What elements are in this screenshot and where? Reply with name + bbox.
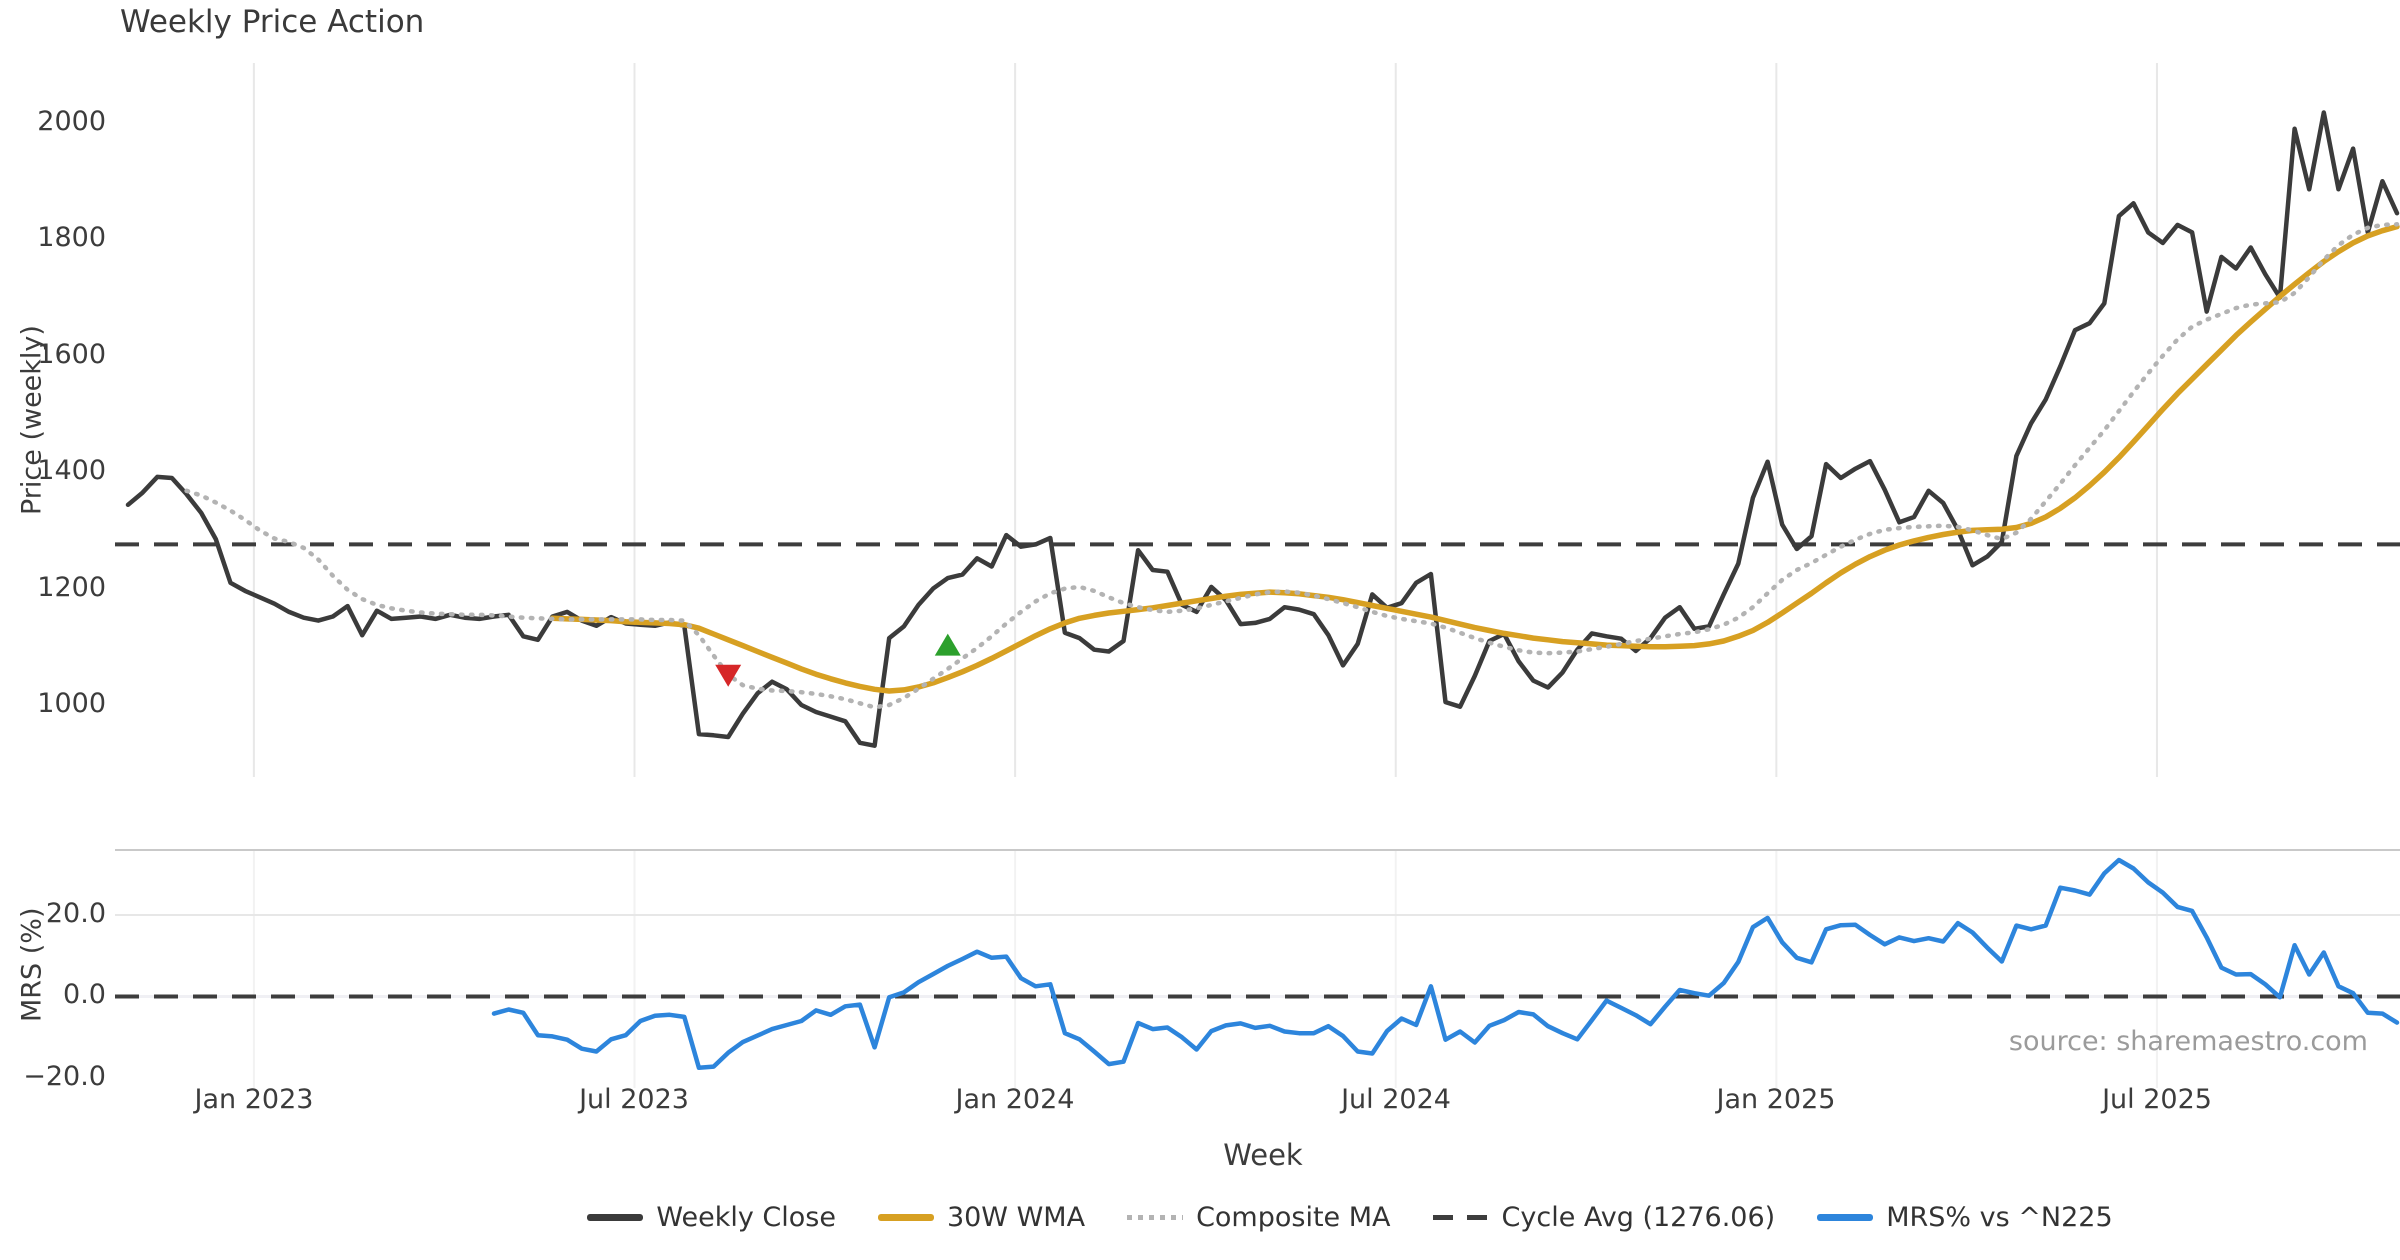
composite-ma-line bbox=[184, 222, 2400, 710]
x-tick-label-jul2025: Jul 2025 bbox=[2102, 1084, 2212, 1115]
buy-marker-icon bbox=[934, 633, 961, 656]
y-tick-label-1600: 1600 bbox=[37, 339, 106, 370]
legend-item-30w-wma: 30W WMA bbox=[877, 1202, 1086, 1233]
30w-wma-line bbox=[549, 223, 2400, 694]
legend-label: MRS% vs ^N225 bbox=[1886, 1202, 2113, 1233]
mrs-swatch-icon bbox=[1817, 1214, 1874, 1221]
legend-item-composite-ma: Composite MA bbox=[1127, 1202, 1391, 1233]
wma-swatch-icon bbox=[877, 1214, 934, 1221]
legend-label: Cycle Avg (1276.06) bbox=[1501, 1202, 1776, 1233]
x-tick-label-jul2024: Jul 2024 bbox=[1341, 1084, 1451, 1115]
legend-item-mrs: MRS% vs ^N225 bbox=[1817, 1202, 2113, 1233]
y-tick-label-neg20pct: −20.0 bbox=[23, 1061, 106, 1092]
legend-label: Weekly Close bbox=[656, 1202, 836, 1233]
x-axis-label: Week bbox=[1223, 1138, 1303, 1172]
legend-label: 30W WMA bbox=[946, 1202, 1086, 1233]
y-tick-label-1000: 1000 bbox=[37, 688, 106, 719]
y-tick-label-1200: 1200 bbox=[37, 572, 106, 603]
mrs-vs-n225-line bbox=[491, 857, 2400, 1071]
y-tick-label-20pct: 20.0 bbox=[45, 898, 106, 929]
legend-item-weekly-close: Weekly Close bbox=[587, 1202, 836, 1233]
y-tick-label-2000: 2000 bbox=[37, 106, 106, 137]
source-credit: source: sharemaestro.com bbox=[2008, 1026, 2368, 1057]
x-tick-label-jan2025: Jan 2025 bbox=[1716, 1084, 1836, 1115]
x-tick-label-jan2023: Jan 2023 bbox=[194, 1084, 314, 1115]
y-tick-label-1400: 1400 bbox=[37, 455, 106, 486]
x-tick-label-jan2024: Jan 2024 bbox=[955, 1084, 1075, 1115]
y-tick-label-1800: 1800 bbox=[37, 222, 106, 253]
composite-ma-swatch-icon bbox=[1127, 1215, 1184, 1220]
cycle-avg-swatch-icon bbox=[1432, 1215, 1489, 1220]
y-tick-label-0pct: 0.0 bbox=[63, 979, 106, 1010]
chart-title: Weekly Price Action bbox=[120, 4, 425, 40]
weekly-close-line bbox=[125, 110, 2400, 748]
weekly-close-swatch-icon bbox=[587, 1214, 644, 1221]
legend-item-cycle-avg: Cycle Avg (1276.06) bbox=[1432, 1202, 1776, 1233]
x-tick-label-jul2023: Jul 2023 bbox=[579, 1084, 689, 1115]
sell-marker-icon bbox=[715, 664, 742, 687]
legend-label: Composite MA bbox=[1196, 1202, 1391, 1233]
legend: Weekly Close 30W WMA Composite MA Cycle … bbox=[300, 1202, 2400, 1233]
